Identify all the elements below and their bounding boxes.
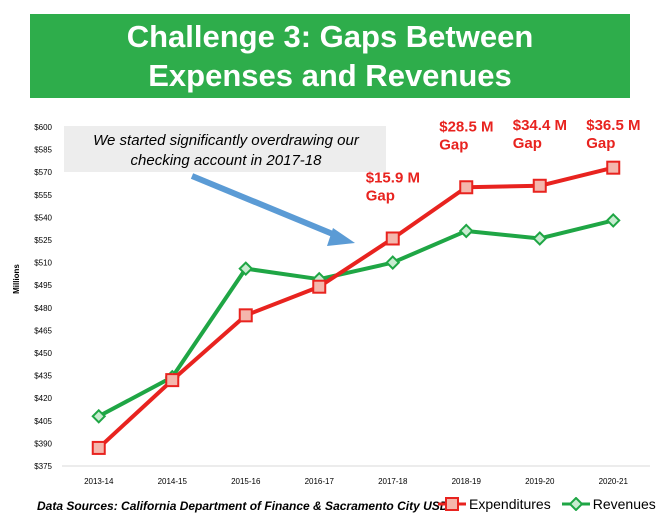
y-tick-label: $585 (34, 146, 52, 155)
callout-line-2: checking account in 2017-18 (131, 152, 323, 169)
y-tick-label: $570 (34, 168, 52, 177)
callout-box (64, 126, 386, 172)
data-point-expenditures (238, 308, 253, 323)
y-tick-label: $450 (34, 349, 52, 358)
data-source-note: Data Sources: California Department of F… (37, 499, 449, 513)
x-axis: 2013-14 2014-15 2015-16 2016-17 2017-18 2018-… (62, 465, 650, 486)
y-tick-label: $375 (34, 462, 52, 471)
x-tick-label: 2015-16 (231, 477, 261, 486)
gap-annotation-amount: $28.5 M (439, 118, 493, 135)
x-tick-label: 2016-17 (305, 477, 335, 486)
callout-arrow-head (327, 228, 355, 246)
data-point-expenditures (532, 178, 547, 193)
y-tick-label: $420 (34, 394, 52, 403)
legend-label-expenditures: Expenditures (469, 496, 551, 512)
legend-swatch-expenditures (438, 497, 466, 511)
y-tick-label: $540 (34, 213, 52, 222)
y-tick-label: $435 (34, 372, 52, 381)
title-banner: Challenge 3: Gaps Between Expenses and R… (30, 14, 630, 98)
legend-item-expenditures: Expenditures (437, 496, 551, 512)
y-axis-label: Millions (12, 264, 21, 294)
x-tick-label: 2018-19 (452, 477, 482, 486)
gap-annotation-amount: $15.9 M (366, 169, 420, 186)
data-point-revenues (385, 255, 401, 271)
legend-item-revenues: Revenues (561, 496, 656, 512)
callout-line-1: We started significantly overdrawing our (93, 132, 360, 149)
gap-annotation-label: Gap (366, 187, 395, 204)
series-line-revenues (97, 218, 614, 419)
y-tick-label: $465 (34, 326, 52, 335)
callout-arrow-shaft (190, 173, 342, 240)
gap-annotation-label: Gap (513, 135, 542, 152)
data-point-revenues (458, 223, 474, 239)
x-tick-label: 2013-14 (84, 477, 114, 486)
data-point-revenues (532, 231, 548, 246)
data-point-expenditures (312, 279, 327, 294)
gap-annotation-amount: $36.5 M (586, 117, 640, 134)
legend-label-revenues: Revenues (592, 496, 656, 512)
x-tick-label: 2020-21 (599, 477, 629, 486)
gap-annotation-label: Gap (439, 136, 468, 153)
chart-title-line-2: Expenses and Revenues (148, 58, 512, 93)
y-tick-label: $600 (34, 123, 52, 132)
y-tick-label: $390 (34, 439, 52, 448)
y-tick-label: $480 (34, 304, 52, 313)
x-tick-label: 2014-15 (158, 477, 188, 486)
y-tick-label: $555 (34, 191, 52, 200)
x-tick-label: 2019-20 (525, 477, 555, 486)
data-point-expenditures (165, 373, 180, 388)
data-point-expenditures (91, 440, 106, 455)
y-tick-label: $510 (34, 259, 52, 268)
x-tick-label: 2017-18 (378, 477, 408, 486)
series-line-expenditures (97, 165, 614, 450)
y-axis: $375 $390 $405 $420 $435 $450 $465 $480 $495 $510… (34, 123, 52, 471)
y-tick-label: $525 (34, 236, 52, 245)
callout: We started significantly overdrawing our… (64, 126, 386, 246)
data-point-expenditures (385, 231, 400, 246)
y-tick-label: $495 (34, 281, 52, 290)
data-point-revenues (238, 261, 254, 277)
gap-annotation-amount: $34.4 M (513, 117, 567, 134)
data-point-expenditures (606, 160, 621, 175)
y-tick-label: $405 (34, 417, 52, 426)
gap-annotation-label: Gap (586, 135, 615, 152)
chart-title-line-1: Challenge 3: Gaps Between (126, 19, 534, 54)
data-point-revenues (605, 212, 621, 228)
data-point-expenditures (459, 180, 474, 195)
legend-swatch-revenues (561, 497, 590, 511)
legend: Expenditures Revenues (437, 496, 660, 512)
series-layer (91, 160, 621, 455)
data-point-revenues (91, 408, 107, 424)
